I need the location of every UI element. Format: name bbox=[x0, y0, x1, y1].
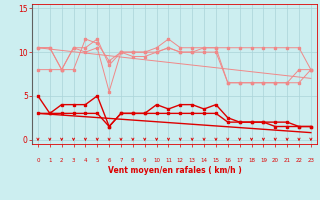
X-axis label: Vent moyen/en rafales ( km/h ): Vent moyen/en rafales ( km/h ) bbox=[108, 166, 241, 175]
